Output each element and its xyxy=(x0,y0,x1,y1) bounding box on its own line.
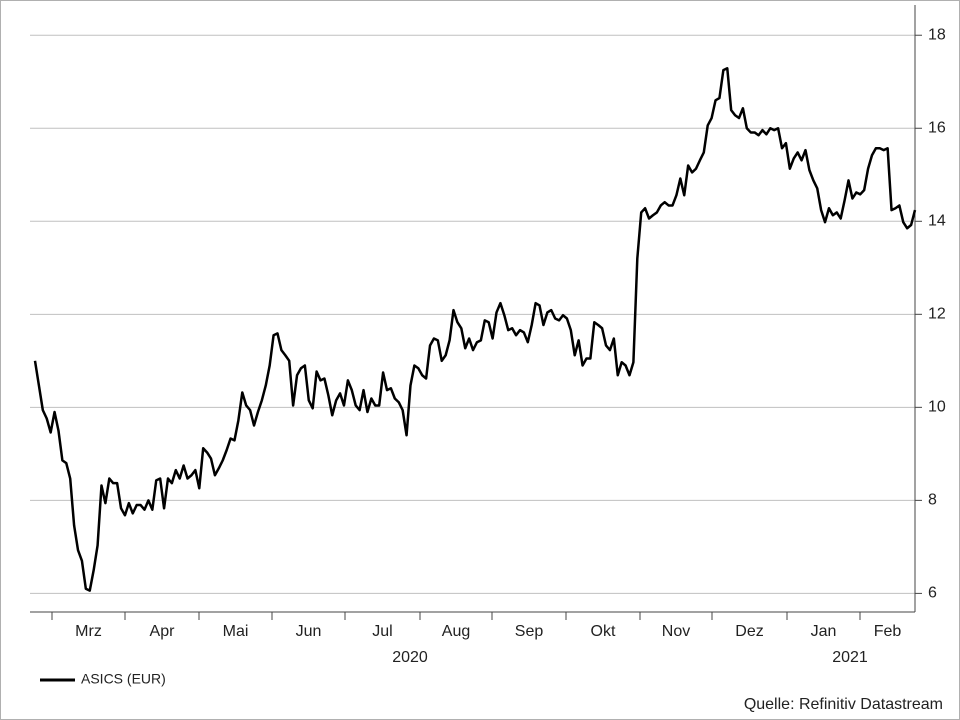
x-tick-label: Feb xyxy=(874,623,902,640)
x-tick-label: Apr xyxy=(150,623,176,640)
x-tick-label: Mrz xyxy=(75,623,102,640)
y-tick-label: 16 xyxy=(928,119,946,136)
y-tick-label: 8 xyxy=(928,492,937,509)
y-tick-label: 12 xyxy=(928,306,946,323)
y-tick-label: 6 xyxy=(928,585,937,602)
x-tick-label: Mai xyxy=(223,623,249,640)
x-tick-label: Sep xyxy=(515,623,544,640)
y-tick-label: 10 xyxy=(928,399,946,416)
x-tick-label: Aug xyxy=(442,623,470,640)
x-tick-label: Okt xyxy=(591,623,616,640)
price-line xyxy=(33,67,917,592)
legend-label: ASICS (EUR) xyxy=(81,671,166,687)
year-label: 2021 xyxy=(832,649,868,666)
y-tick-label: 14 xyxy=(928,213,946,230)
x-tick-label: Jan xyxy=(811,623,837,640)
year-label: 2020 xyxy=(392,649,428,666)
x-tick-label: Jul xyxy=(372,623,392,640)
x-tick-label: Jun xyxy=(296,623,322,640)
x-tick-label: Nov xyxy=(662,623,690,640)
y-tick-label: 18 xyxy=(928,26,946,43)
source-note: Quelle: Refinitiv Datastream xyxy=(744,696,943,713)
x-tick-label: Dez xyxy=(735,623,763,640)
